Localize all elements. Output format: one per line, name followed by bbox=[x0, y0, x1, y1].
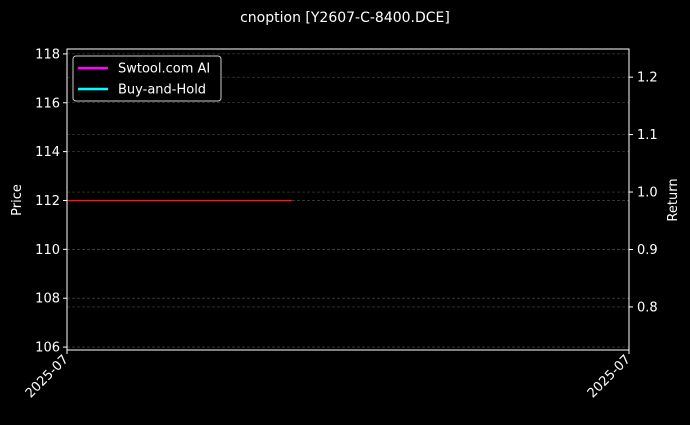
y-tick-label: 108 bbox=[35, 292, 60, 307]
y2-tick-label: 1.1 bbox=[637, 128, 658, 143]
y2-axis-label: Return bbox=[666, 178, 681, 221]
y-tick-label: 114 bbox=[35, 145, 60, 160]
y-tick-label: 110 bbox=[35, 243, 60, 258]
y2-tick-label: 0.9 bbox=[637, 243, 658, 258]
y2-tick-label: 1.2 bbox=[637, 71, 658, 86]
y-tick-label: 106 bbox=[35, 341, 60, 356]
y-tick-label: 116 bbox=[35, 96, 60, 111]
y-tick-label: 118 bbox=[35, 47, 60, 62]
legend-label-swtool: Swtool.com AI bbox=[118, 62, 210, 77]
chart-title: cnoption [Y2607-C-8400.DCE] bbox=[240, 10, 450, 26]
legend: Swtool.com AI Buy-and-Hold bbox=[72, 55, 222, 102]
x-tick-label: 2025-07 bbox=[585, 352, 634, 401]
legend-box bbox=[72, 55, 222, 102]
y-axis-label: Price bbox=[10, 184, 25, 216]
legend-label-buyhold: Buy-and-Hold bbox=[118, 83, 206, 98]
plot-frame bbox=[66, 48, 630, 351]
y-tick-label: 112 bbox=[35, 194, 60, 209]
x-tick-label: 2025-07 bbox=[23, 352, 72, 401]
y2-tick-label: 0.8 bbox=[637, 300, 658, 315]
y2-tick-label: 1.0 bbox=[637, 186, 658, 201]
